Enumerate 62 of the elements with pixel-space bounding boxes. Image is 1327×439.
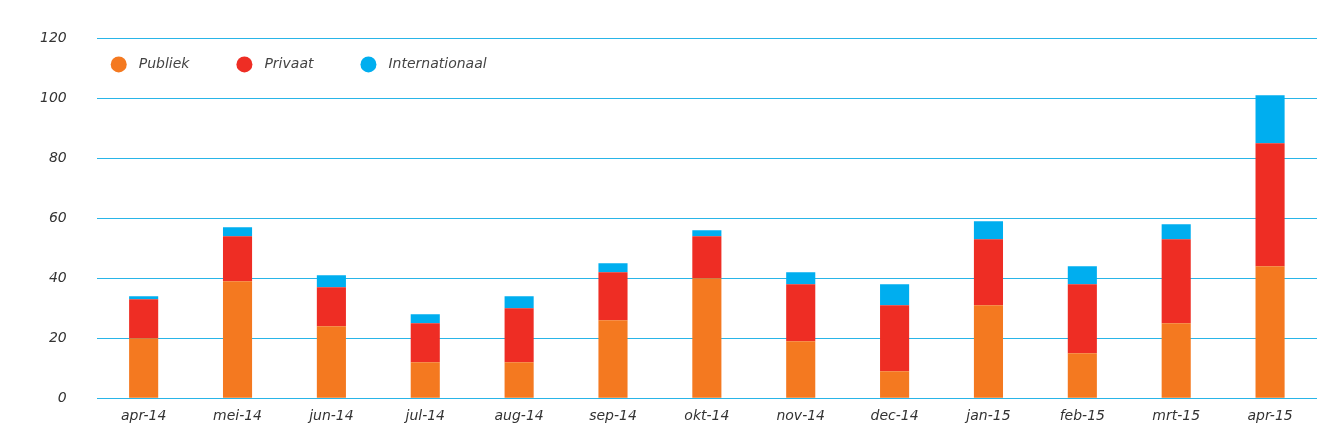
bar bbox=[880, 305, 910, 372]
x-tick-label: apr-15 bbox=[1247, 407, 1293, 424]
bar bbox=[692, 236, 722, 279]
x-tick-label: jul-14 bbox=[403, 407, 446, 424]
x-tick-label: mrt-15 bbox=[1152, 407, 1201, 424]
y-tick-label: 0 bbox=[57, 388, 67, 405]
x-tick-label: apr-14 bbox=[120, 407, 167, 424]
bar bbox=[129, 296, 159, 300]
y-tick-label: 40 bbox=[48, 268, 67, 285]
bar bbox=[1067, 266, 1097, 285]
bar bbox=[504, 308, 534, 363]
bar bbox=[129, 338, 159, 398]
bar bbox=[786, 341, 816, 398]
bar bbox=[1255, 95, 1285, 144]
bar bbox=[1067, 284, 1097, 354]
x-tick-label: jun-14 bbox=[307, 407, 354, 424]
y-tick-label: 100 bbox=[39, 89, 67, 106]
bar bbox=[504, 296, 534, 309]
x-tick-label: okt-14 bbox=[684, 407, 730, 424]
bar bbox=[222, 281, 253, 398]
bar bbox=[692, 278, 722, 398]
bar bbox=[598, 320, 628, 398]
bar bbox=[1255, 143, 1285, 267]
bar bbox=[316, 287, 346, 327]
bar bbox=[692, 230, 722, 237]
bar bbox=[598, 263, 628, 273]
bar bbox=[1161, 239, 1191, 324]
x-tick-label: sep-14 bbox=[589, 407, 637, 424]
y-tick-label: 120 bbox=[39, 29, 67, 46]
bar bbox=[222, 227, 253, 237]
bar bbox=[973, 239, 1004, 306]
x-tick-label: dec-14 bbox=[870, 407, 919, 424]
legend-label: Privaat bbox=[264, 55, 314, 72]
bar bbox=[973, 305, 1004, 398]
x-tick-label: mei-14 bbox=[213, 407, 263, 424]
bar bbox=[410, 362, 440, 398]
bar bbox=[316, 326, 346, 398]
bar bbox=[1161, 224, 1191, 240]
y-tick-label: 60 bbox=[48, 208, 67, 225]
bar bbox=[504, 362, 534, 398]
x-tick-label: jan-15 bbox=[964, 407, 1011, 424]
y-tick-label: 20 bbox=[48, 328, 67, 345]
bar bbox=[1067, 353, 1097, 398]
bar bbox=[598, 272, 628, 321]
y-tick-label: 80 bbox=[48, 148, 67, 165]
x-tick-label: aug-14 bbox=[494, 407, 544, 424]
bar bbox=[129, 299, 159, 339]
legend-label: Internationaal bbox=[388, 55, 487, 72]
x-tick-label: nov-14 bbox=[776, 407, 826, 424]
bar bbox=[1161, 323, 1191, 398]
bar bbox=[410, 323, 440, 363]
bar bbox=[973, 221, 1004, 240]
bar bbox=[880, 284, 910, 306]
bar bbox=[1255, 266, 1285, 398]
bar bbox=[410, 314, 440, 324]
x-tick-label: feb-15 bbox=[1059, 407, 1106, 424]
bar bbox=[222, 236, 253, 282]
bar bbox=[786, 284, 816, 342]
bar bbox=[316, 275, 346, 288]
bar bbox=[786, 272, 816, 285]
legend-label: Publiek bbox=[138, 55, 191, 72]
bar bbox=[880, 371, 910, 398]
